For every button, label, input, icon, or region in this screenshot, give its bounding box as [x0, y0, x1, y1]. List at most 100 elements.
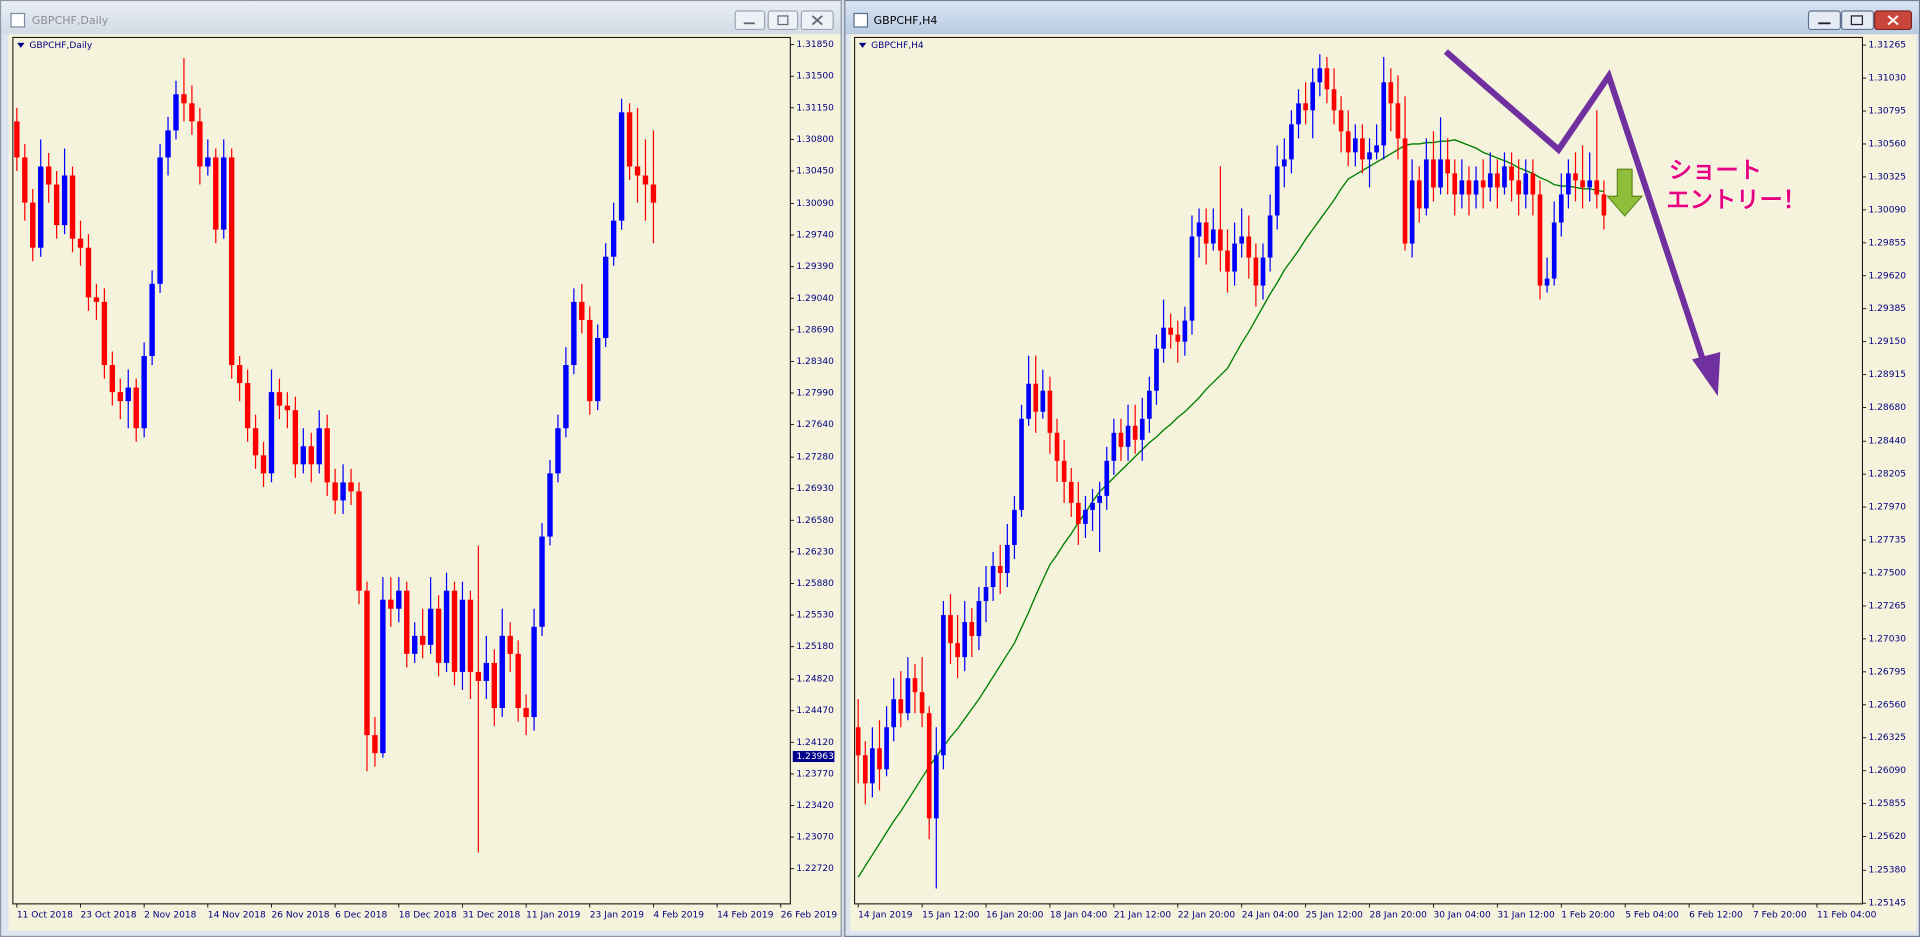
candle-body: [77, 238, 84, 248]
candle-body: [1090, 502, 1095, 510]
y-tick-label: 1.29620: [1869, 271, 1907, 281]
candle-body: [919, 692, 925, 714]
candle-body: [1246, 236, 1252, 258]
x-tick-label: 23 Jan 2019: [590, 910, 645, 920]
candle-body: [268, 392, 275, 474]
chart-menu-arrow[interactable]: [17, 42, 25, 48]
candle-body: [1424, 159, 1429, 209]
candle-body: [1182, 320, 1188, 342]
y-tick-label: 1.27640: [796, 420, 834, 430]
candle-body: [1253, 257, 1259, 286]
window-h4: GBPCHF,H4 GBPCHF,H4: [844, 0, 1920, 937]
y-tick-label: 1.30090: [1869, 205, 1907, 215]
candle-body: [1352, 138, 1358, 153]
title-bar: [845, 1, 1919, 35]
candle-body: [539, 536, 545, 627]
candle-body: [555, 428, 561, 474]
candle-body: [228, 157, 235, 366]
arrow-head: [1692, 351, 1721, 397]
plot-frame: [12, 36, 791, 905]
candle-body: [483, 662, 490, 681]
candle-body: [324, 428, 330, 483]
candle-body: [1033, 383, 1039, 412]
window-icon: [10, 12, 26, 28]
candle-body: [419, 635, 426, 645]
x-tick-label: 1 Feb 20:00: [1561, 910, 1615, 920]
candle-body: [38, 166, 44, 248]
candle-body: [308, 446, 314, 465]
candle-body: [1175, 334, 1181, 342]
candle-body: [1083, 509, 1088, 524]
chart-menu-arrow[interactable]: [858, 42, 867, 48]
candle-body: [1601, 194, 1607, 216]
x-tick-label: 4 Feb 2019: [653, 910, 704, 920]
candle-body: [1274, 166, 1280, 216]
y-tick-label: 1.26795: [1869, 667, 1906, 677]
candle-body: [1331, 89, 1337, 111]
moving-average: [857, 139, 1605, 878]
y-tick-label: 1.31150: [796, 103, 834, 113]
candle-body: [435, 608, 442, 663]
candle-body: [563, 365, 569, 429]
candle-body: [109, 365, 116, 393]
candle-body: [1367, 152, 1372, 160]
candle-body: [61, 175, 68, 226]
y-tick-label: 1.29385: [1869, 304, 1906, 314]
x-tick-label: 21 Jan 12:00: [1114, 910, 1172, 920]
candle-body: [396, 590, 402, 609]
candle-body: [1416, 180, 1422, 209]
candle-body: [380, 599, 386, 754]
y-tick-label: 1.31500: [796, 72, 834, 82]
x-tick-label: 6 Feb 12:00: [1689, 910, 1743, 920]
candle-body: [443, 590, 450, 663]
window-icon: [853, 12, 869, 28]
zigzag-arrow: [1443, 49, 1709, 369]
candle-body: [1324, 68, 1330, 90]
annotation-text: ショート: [1669, 157, 1762, 184]
candle-body: [587, 319, 593, 402]
y-tick-label: 1.24120: [796, 738, 834, 748]
y-tick-label: 1.25880: [796, 579, 834, 589]
x-tick-label: 11 Feb 04:00: [1817, 910, 1877, 920]
candle-body: [1544, 278, 1550, 286]
restore-button[interactable]: [767, 10, 799, 31]
y-tick-label: 1.23070: [796, 833, 834, 843]
y-tick-label: 1.31265: [1869, 41, 1906, 51]
candle-body: [133, 387, 139, 429]
candle-body: [1459, 180, 1465, 195]
candle-body: [141, 356, 147, 429]
y-tick-label: 1.28680: [1869, 403, 1907, 413]
y-tick-label: 1.27030: [1869, 634, 1907, 644]
y-tick-label: 1.26580: [796, 516, 834, 526]
candle-body: [507, 635, 513, 654]
candle-body: [1594, 180, 1600, 195]
candle-body: [912, 678, 918, 693]
candle-body: [1040, 390, 1046, 412]
candle-body: [547, 473, 553, 537]
y-tick-label: 1.25855: [1869, 799, 1906, 809]
window-daily: GBPCHF,Daily GBPCHF,Daily: [0, 0, 842, 937]
window-buttons: [734, 10, 834, 31]
down-arrow: [1606, 168, 1644, 217]
candle-body: [1161, 327, 1166, 349]
x-tick-label: 14 Feb 2019: [717, 910, 774, 920]
candle-body: [467, 599, 474, 672]
y-tick-label: 1.30325: [1869, 172, 1906, 182]
y-tick-label: 1.28340: [796, 357, 834, 367]
x-tick-label: 22 Jan 20:00: [1178, 910, 1236, 920]
candle-body: [499, 635, 505, 709]
y-tick-label: 1.22720: [796, 864, 834, 874]
candle-body: [300, 446, 307, 465]
candle-body: [45, 166, 52, 185]
restore-button[interactable]: [1840, 10, 1875, 31]
minimize-button[interactable]: [734, 10, 766, 31]
candle-body: [173, 94, 179, 131]
candle-body: [30, 202, 36, 248]
y-tick-label: 1.23420: [796, 801, 834, 811]
candle-body: [412, 635, 418, 654]
candle-body: [855, 727, 861, 756]
candle-body: [1587, 180, 1593, 188]
minimize-button[interactable]: [1807, 10, 1841, 31]
candle-body: [69, 175, 76, 239]
candle-body: [1388, 82, 1394, 104]
